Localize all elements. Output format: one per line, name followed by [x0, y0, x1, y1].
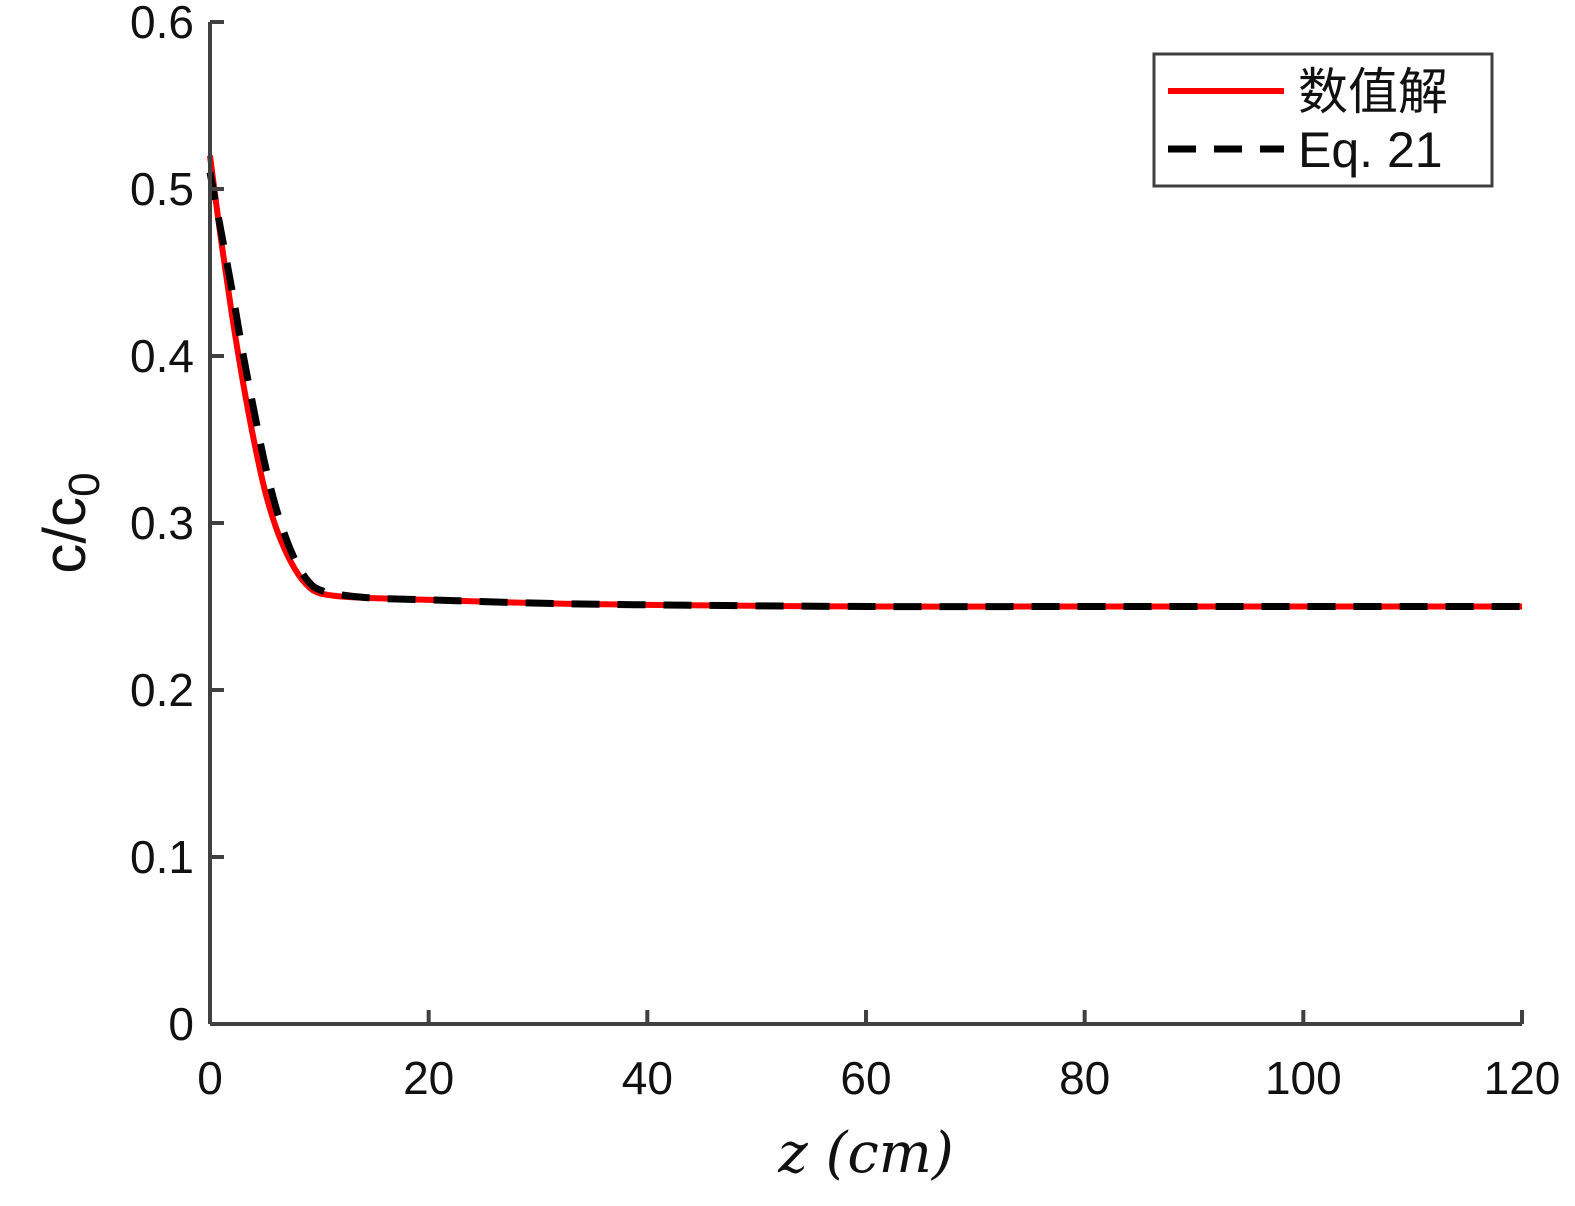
x-axis-title: z (cm) — [777, 1121, 953, 1186]
y-axis-title: c/c0 — [31, 472, 109, 573]
x-tick-label: 0 — [197, 1052, 223, 1104]
series-line-2 — [206, 171, 1522, 611]
x-tick-label: 120 — [1484, 1052, 1561, 1104]
plot-area — [206, 155, 1522, 611]
axes: 00.10.20.30.40.50.60 20 40 60 80 100 120c/c0z … — [31, 0, 1560, 1186]
x-tick-label: 40 — [622, 1052, 673, 1104]
y-tick-label: 0.2 — [130, 664, 194, 716]
x-tick-label: 60 — [840, 1052, 891, 1104]
y-tick-label: 0.1 — [130, 831, 194, 883]
x-tick-label: 20 — [403, 1052, 454, 1104]
y-tick-label: 0.5 — [130, 163, 194, 215]
y-tick-label: 0.4 — [130, 330, 194, 382]
y-axis-title-main: c/c — [31, 497, 98, 574]
legend-box — [1152, 52, 1494, 188]
legend-label-2: Eq. 21 — [1298, 122, 1443, 178]
legend-label-1: 数值解 — [1298, 64, 1448, 120]
y-tick-label: 0.6 — [130, 0, 194, 48]
x-tick-label: 80 — [1059, 1052, 1110, 1104]
x-tick-label: 100 — [1265, 1052, 1342, 1104]
y-axis-title-subscript: 0 — [60, 472, 109, 496]
y-tick-label: 0.3 — [130, 497, 194, 549]
y-tick-label: 0 — [168, 998, 194, 1050]
